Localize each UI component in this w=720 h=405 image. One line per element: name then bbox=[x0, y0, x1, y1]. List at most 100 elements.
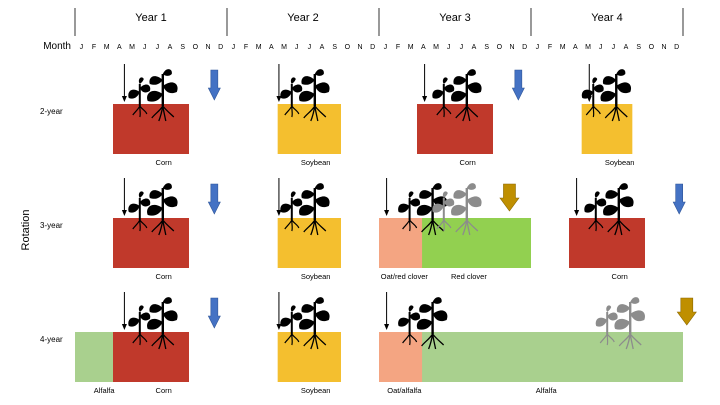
planting-arrow-head bbox=[276, 324, 282, 330]
month-tick-label: A bbox=[320, 44, 325, 51]
crop-label: Soybean bbox=[301, 158, 331, 167]
oat-block bbox=[379, 218, 423, 268]
crop-label: Alfalfa bbox=[94, 386, 116, 395]
month-tick-label: M bbox=[104, 44, 110, 51]
soybean-block bbox=[581, 104, 633, 154]
seedling-icon bbox=[581, 69, 632, 122]
harvest-arrow-icon bbox=[207, 183, 221, 215]
month-tick-label: O bbox=[649, 44, 655, 51]
month-tick-label: J bbox=[447, 44, 451, 51]
harvest-arrow-icon bbox=[207, 69, 221, 101]
planting-arrow-head bbox=[121, 324, 127, 330]
crop-label: Corn bbox=[460, 158, 476, 167]
month-tick-label: O bbox=[193, 44, 199, 51]
month-tick-label: M bbox=[256, 44, 262, 51]
seedling-icon bbox=[280, 183, 330, 236]
planting-arrow-head bbox=[121, 96, 127, 102]
crop-label: Corn bbox=[156, 386, 172, 395]
month-tick-label: J bbox=[156, 44, 160, 51]
month-tick-label: M bbox=[585, 44, 591, 51]
crop-label: Red clover bbox=[451, 272, 487, 281]
crop-label: Soybean bbox=[301, 272, 331, 281]
seedling-icon bbox=[432, 69, 482, 122]
month-tick-label: A bbox=[624, 44, 629, 51]
month-tick-label: F bbox=[244, 44, 248, 51]
corn-block bbox=[417, 104, 493, 154]
month-tick-label: J bbox=[295, 44, 299, 51]
rotation-row: 4-year Alfalfa Corn Soybean Oat/alfalfa Alfal… bbox=[40, 292, 697, 395]
month-tick-label: J bbox=[599, 44, 603, 51]
month-tick-label: O bbox=[497, 44, 503, 51]
month-tick-label: M bbox=[281, 44, 287, 51]
rotation-axis-label: Rotation bbox=[20, 210, 32, 251]
month-tick-label: D bbox=[674, 44, 679, 51]
seedling-icon bbox=[280, 69, 330, 122]
planting-arrow-head bbox=[276, 210, 282, 216]
corn-block bbox=[113, 218, 189, 268]
month-tick-label: J bbox=[143, 44, 147, 51]
seedling-icon bbox=[432, 183, 482, 236]
month-tick-label: A bbox=[168, 44, 173, 51]
seedling-icon bbox=[128, 183, 178, 236]
month-tick-label: J bbox=[308, 44, 312, 51]
month-tick-label: N bbox=[661, 44, 666, 51]
corn-block bbox=[569, 218, 645, 268]
month-tick-label: A bbox=[117, 44, 122, 51]
month-tick-label: A bbox=[421, 44, 426, 51]
crop-label: Oat/red clover bbox=[381, 272, 429, 281]
crop-label: Corn bbox=[156, 158, 172, 167]
month-tick-label: M bbox=[408, 44, 414, 51]
month-tick-label: S bbox=[180, 44, 185, 51]
corn-block bbox=[113, 332, 189, 382]
month-tick-label: J bbox=[536, 44, 540, 51]
crop-label: Corn bbox=[156, 272, 172, 281]
seedling-icon bbox=[595, 297, 645, 350]
month-tick-label: F bbox=[548, 44, 552, 51]
planting-arrow-head bbox=[586, 96, 592, 102]
harvest-arrow-icon bbox=[499, 183, 520, 212]
crop-label: Alfalfa bbox=[536, 386, 558, 395]
planting-arrow-head bbox=[121, 210, 127, 216]
rotation-row: 3-year Corn Soybean Oat/red clover Red clove… bbox=[40, 178, 686, 281]
seedling-icon bbox=[398, 297, 448, 350]
month-tick-label: M bbox=[433, 44, 439, 51]
seedling-icon bbox=[584, 183, 634, 236]
month-tick-label: N bbox=[205, 44, 210, 51]
year-label: Year 1 bbox=[135, 12, 166, 24]
month-axis-title: Month bbox=[43, 41, 71, 52]
harvest-arrow-icon bbox=[676, 297, 697, 326]
month-tick-label: J bbox=[460, 44, 464, 51]
month-tick-label: N bbox=[357, 44, 362, 51]
month-tick-label: J bbox=[232, 44, 236, 51]
harvest-arrow-icon bbox=[207, 297, 221, 329]
planting-arrow-head bbox=[574, 210, 580, 216]
month-tick-label: A bbox=[472, 44, 477, 51]
seedling-icon bbox=[128, 69, 178, 122]
alfalfa-block bbox=[379, 332, 683, 382]
planting-arrow-head bbox=[384, 210, 390, 216]
month-tick-label: S bbox=[636, 44, 641, 51]
month-tick-label: A bbox=[269, 44, 274, 51]
rotation-row-label: 2-year bbox=[40, 107, 63, 116]
seedling-icon bbox=[128, 297, 178, 350]
year-label: Year 2 bbox=[287, 12, 318, 24]
month-tick-label: J bbox=[384, 44, 388, 51]
planting-arrow-head bbox=[422, 96, 428, 102]
rotation-rows: 2-year Corn Soybean Corn Soybean 3-year Corn So… bbox=[40, 64, 697, 395]
month-tick-label: F bbox=[396, 44, 400, 51]
harvest-arrow-icon bbox=[672, 183, 686, 215]
planting-arrow-head bbox=[384, 324, 390, 330]
month-tick-label: D bbox=[218, 44, 223, 51]
month-tick-label: F bbox=[92, 44, 96, 51]
year-label: Year 4 bbox=[591, 12, 622, 24]
month-tick-label: J bbox=[80, 44, 84, 51]
corn-block bbox=[113, 104, 189, 154]
month-tick-label: N bbox=[509, 44, 514, 51]
rotation-row: 2-year Corn Soybean Corn Soybean bbox=[40, 64, 634, 167]
rotation-row-label: 3-year bbox=[40, 221, 63, 230]
month-tick-label: M bbox=[560, 44, 566, 51]
seedling-icon bbox=[280, 297, 330, 350]
month-tick-label: O bbox=[345, 44, 351, 51]
crop-label: Oat/alfalfa bbox=[387, 386, 422, 395]
